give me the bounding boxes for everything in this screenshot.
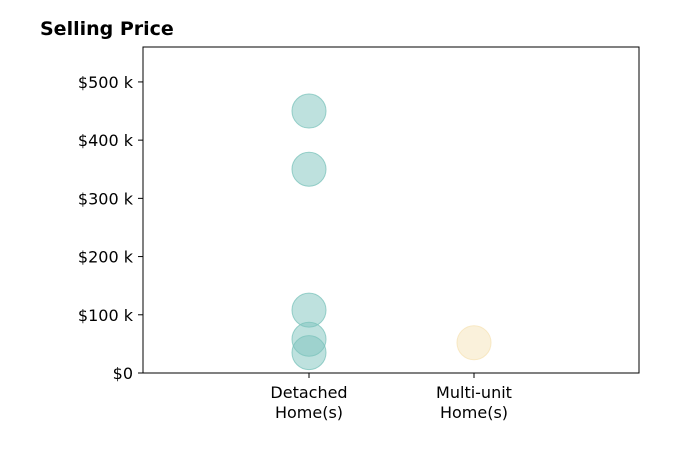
x-tick-label: Home(s) (440, 403, 508, 422)
data-point (456, 325, 492, 361)
y-tick-label: $200 k (78, 248, 134, 267)
y-tick-label: $0 (113, 364, 133, 383)
y-tick-label: $100 k (78, 306, 134, 325)
x-tick-label: Detached (270, 383, 347, 402)
data-points (291, 93, 492, 371)
plot-area-frame (142, 46, 640, 374)
y-axis: $0 $100 k $200 k $300 k $400 k $500 k (78, 73, 143, 383)
y-tick-label: $300 k (78, 189, 134, 208)
chart-title: Selling Price (40, 18, 174, 40)
x-tick-label: Multi-unit (436, 383, 512, 402)
data-point (291, 335, 327, 371)
data-point (291, 93, 327, 129)
y-tick-label: $400 k (78, 131, 134, 150)
x-tick-label: Home(s) (275, 403, 343, 422)
data-point (291, 151, 327, 187)
y-tick-label: $500 k (78, 73, 134, 92)
